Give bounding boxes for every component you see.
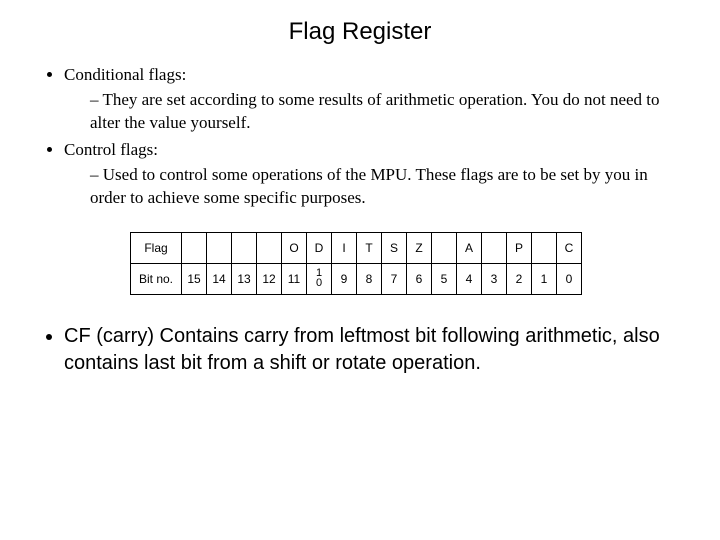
flag-cell: T (357, 232, 382, 263)
flag-cell: S (382, 232, 407, 263)
bullet-conditional-sub: They are set according to some results o… (90, 89, 680, 135)
bitno-cell: 13 (232, 263, 257, 294)
bitno-cell: 4 (457, 263, 482, 294)
bitno-cell: 9 (332, 263, 357, 294)
bullet-control-sub: Used to control some operations of the M… (90, 164, 680, 210)
flag-cell (482, 232, 507, 263)
bottom-bullets: CF (carry) Contains carry from leftmost … (64, 323, 680, 377)
flag-table-wrap: Flag O D I T S Z A P C Bit no. 15 (130, 232, 680, 295)
bitno-cell: 15 (182, 263, 207, 294)
top-bullets: Conditional flags: They are set accordin… (64, 64, 680, 210)
flag-table: Flag O D I T S Z A P C Bit no. 15 (130, 232, 582, 295)
flag-cell: P (507, 232, 532, 263)
bitno-cell: 7 (382, 263, 407, 294)
flag-cell: D (307, 232, 332, 263)
bullet-cf: CF (carry) Contains carry from leftmost … (64, 323, 680, 377)
flag-cell (232, 232, 257, 263)
bullet-control: Control flags: Used to control some oper… (64, 139, 680, 210)
table-row: Flag O D I T S Z A P C (131, 232, 582, 263)
bitno-cell: 12 (257, 263, 282, 294)
flag-row-label: Flag (131, 232, 182, 263)
bitno-row-label: Bit no. (131, 263, 182, 294)
flag-cell: C (557, 232, 582, 263)
bitno-cell-10: 10 (307, 263, 332, 294)
bitno-cell: 11 (282, 263, 307, 294)
bullet-control-label: Control flags: (64, 140, 158, 159)
bitno-cell: 3 (482, 263, 507, 294)
flag-cell (182, 232, 207, 263)
bullet-conditional-label: Conditional flags: (64, 65, 186, 84)
bitno-cell: 1 (532, 263, 557, 294)
flag-cell (257, 232, 282, 263)
bitno-cell: 14 (207, 263, 232, 294)
flag-cell: A (457, 232, 482, 263)
flag-cell (432, 232, 457, 263)
bitno-cell: 0 (557, 263, 582, 294)
bitno-cell: 5 (432, 263, 457, 294)
bullet-conditional: Conditional flags: They are set accordin… (64, 64, 680, 135)
bitno-cell: 8 (357, 263, 382, 294)
bitno-cell: 6 (407, 263, 432, 294)
flag-cell: O (282, 232, 307, 263)
page-title: Flag Register (40, 18, 680, 46)
flag-cell: I (332, 232, 357, 263)
flag-cell (207, 232, 232, 263)
flag-cell: Z (407, 232, 432, 263)
bitno-cell: 2 (507, 263, 532, 294)
table-row: Bit no. 15 14 13 12 11 10 9 8 7 6 5 4 3 … (131, 263, 582, 294)
flag-cell (532, 232, 557, 263)
